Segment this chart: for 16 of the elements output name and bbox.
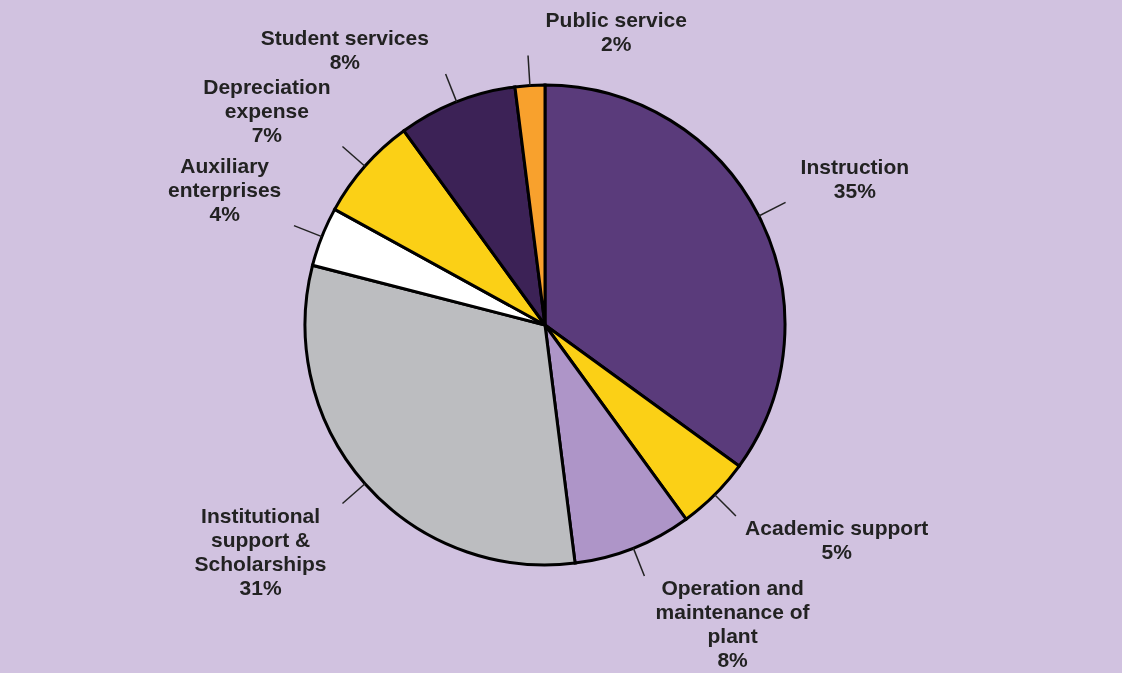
data-label: 8% — [329, 50, 361, 74]
slice-label: Depreciation expense — [203, 74, 331, 122]
data-label: 2% — [601, 31, 632, 55]
slice-label: Public service — [545, 7, 687, 31]
slice-label: Instruction — [800, 154, 910, 178]
data-label: 7% — [251, 122, 283, 146]
slice-label: Academic support — [745, 516, 929, 540]
data-label: 35% — [833, 178, 877, 202]
data-label: 31% — [239, 575, 282, 599]
slice-label: Student services — [260, 26, 429, 50]
slice-label: Auxiliary enterprises — [168, 153, 282, 201]
slice-label: Operation and maintenance of plant — [655, 576, 811, 648]
data-label: 4% — [209, 201, 241, 225]
data-label: 8% — [717, 648, 749, 672]
slice-label: Institutional support & Scholarships — [194, 503, 327, 575]
data-label: 5% — [821, 540, 853, 564]
